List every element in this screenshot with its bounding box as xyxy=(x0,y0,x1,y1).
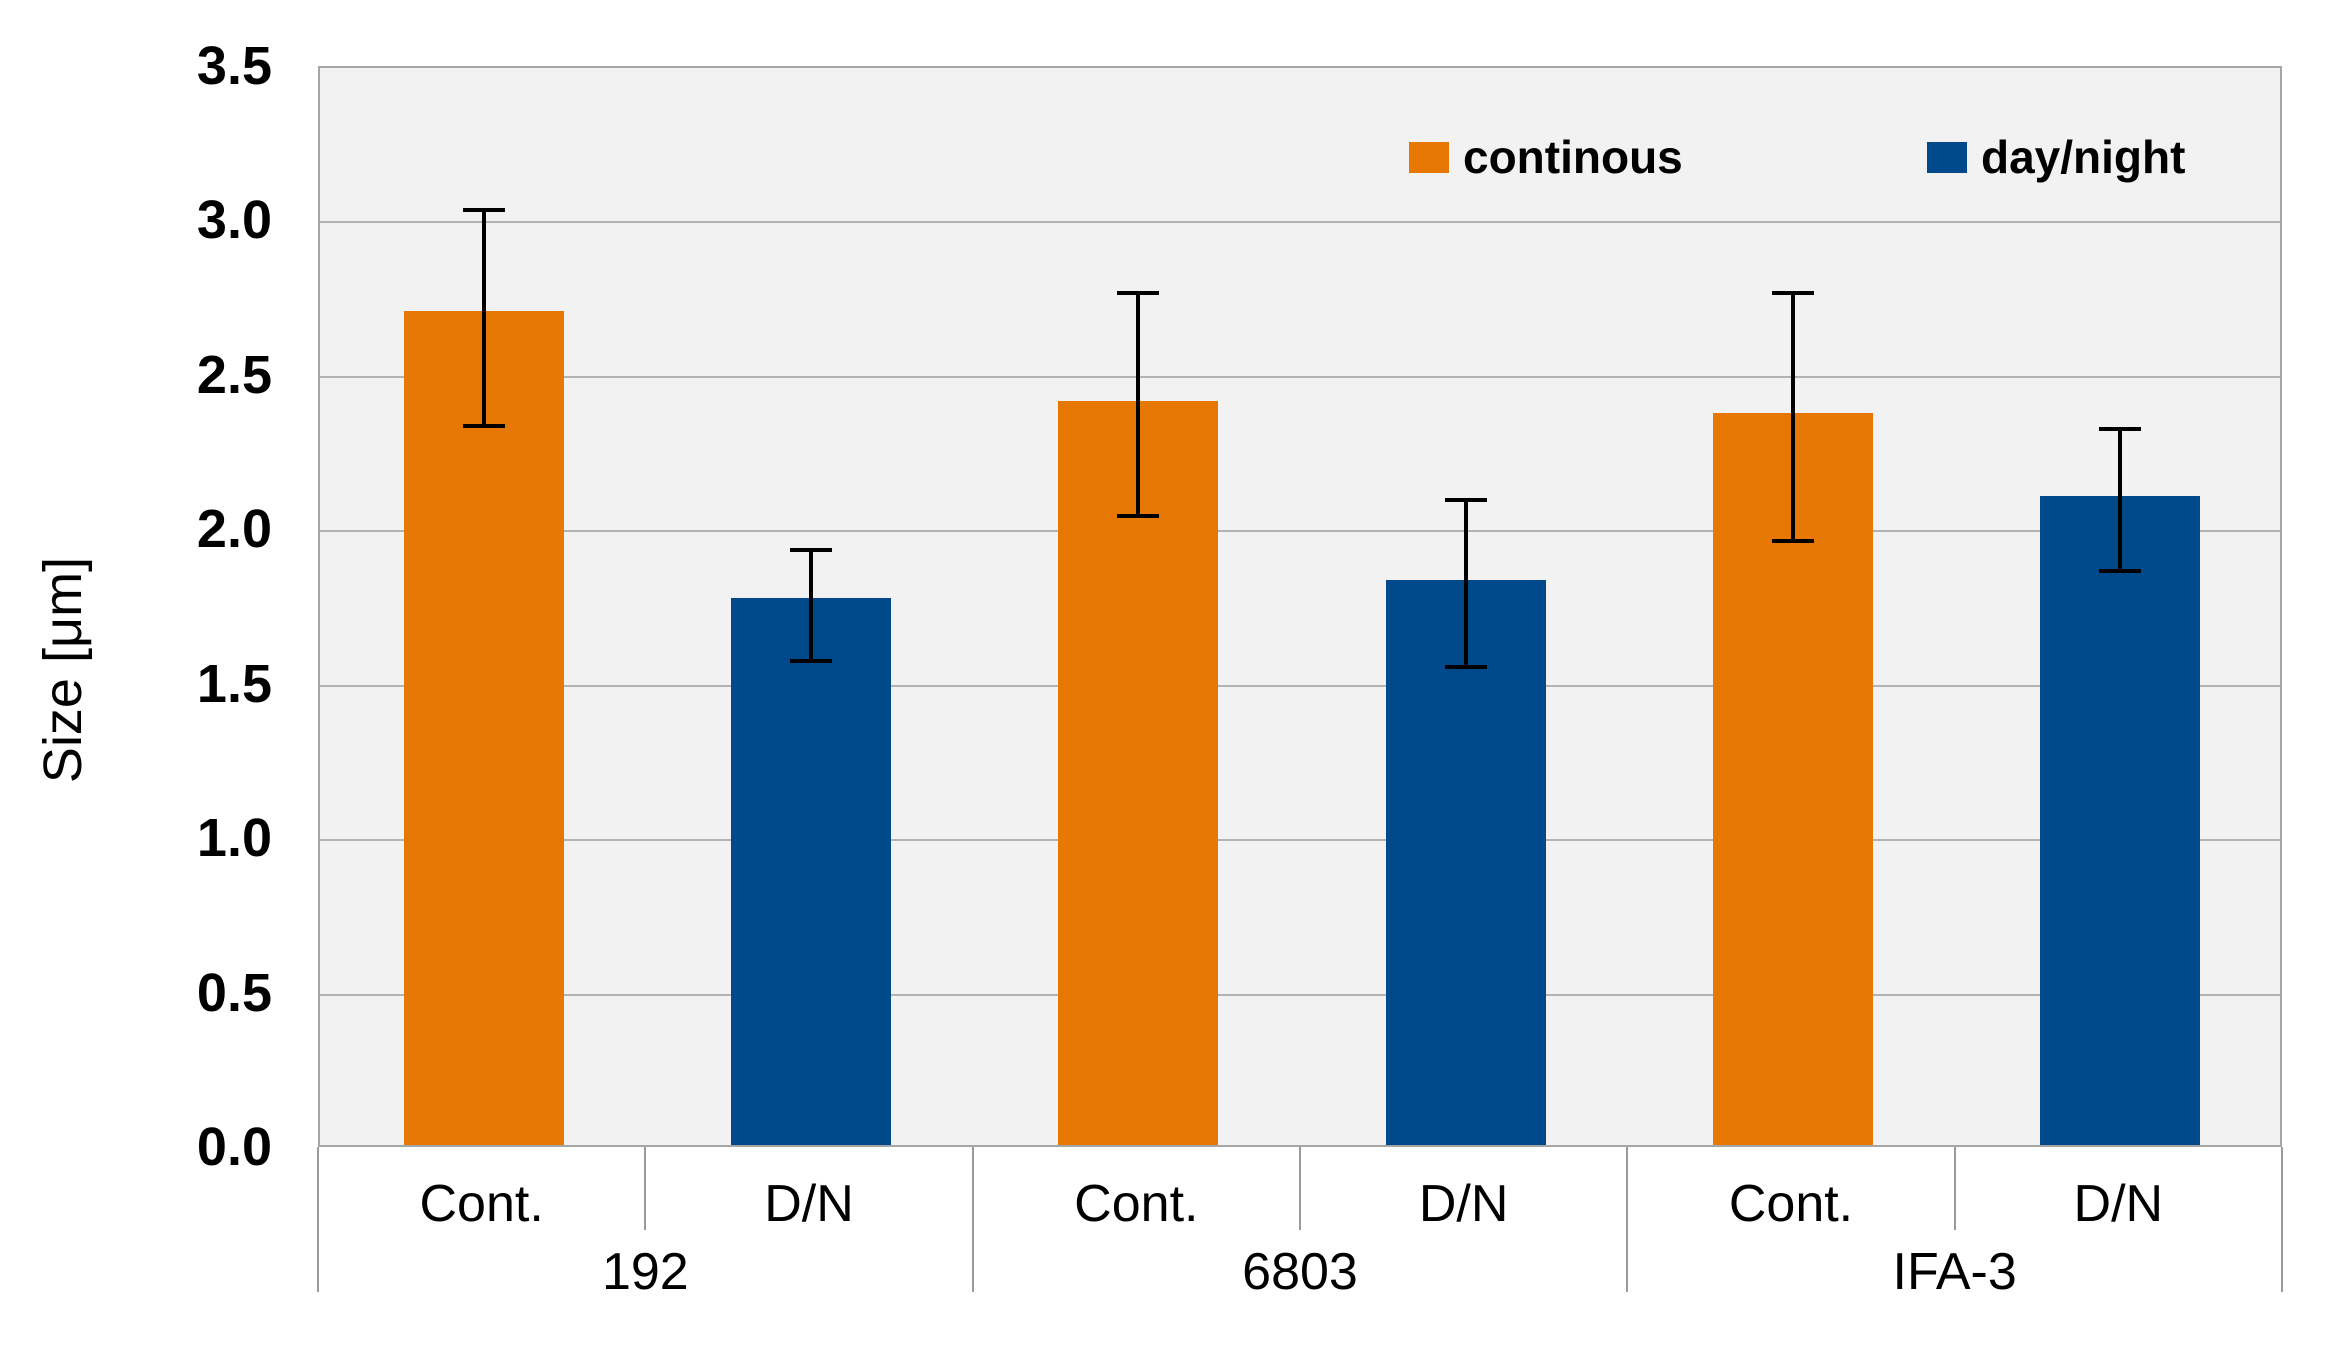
error-cap-top-6803-dn xyxy=(1444,498,1487,503)
error-cap-bottom-6803-cont xyxy=(1117,513,1160,518)
legend-swatch-day-night-icon xyxy=(1927,142,1967,173)
x-axis-tick xyxy=(1953,1147,1956,1230)
error-cap-top-IFA-3-cont xyxy=(1772,291,1814,296)
error-cap-bottom-192-cont xyxy=(462,424,505,429)
x-axis-tick xyxy=(1299,1147,1301,1230)
x-group-label-192: 192 xyxy=(601,1243,689,1301)
y-tick-label-2.0: 2.0 xyxy=(196,499,272,560)
plot-area xyxy=(318,66,2282,1147)
y-tick-label-1.5: 1.5 xyxy=(196,653,272,714)
legend-swatch-continous-icon xyxy=(1409,142,1449,173)
x-sub-label-IFA-3-cont: Cont. xyxy=(1728,1175,1854,1233)
bar-6803-dn xyxy=(1385,579,1546,1145)
gridline-y-0.5 xyxy=(320,993,2280,996)
gridline-y-1.5 xyxy=(320,684,2280,687)
error-cap-top-192-dn xyxy=(790,547,832,552)
x-sub-label-6803-cont: Cont. xyxy=(1074,1175,1199,1233)
legend-label-continous: continous xyxy=(1463,131,1683,183)
error-stem-IFA-3-dn xyxy=(2118,429,2123,572)
error-stem-192-dn xyxy=(809,549,813,661)
error-cap-bottom-IFA-3-cont xyxy=(1772,538,1814,543)
gridline-y-2.0 xyxy=(320,530,2280,533)
x-sub-label-IFA-3-dn: D/N xyxy=(2073,1175,2164,1233)
x-sub-label-6803-dn: D/N xyxy=(1418,1175,1509,1233)
error-cap-top-6803-cont xyxy=(1117,291,1160,296)
x-sub-label-192-dn: D/N xyxy=(764,1175,854,1233)
bar-192-cont xyxy=(403,311,564,1145)
gridline-y-1.0 xyxy=(320,839,2280,842)
x-group-label-6803: 6803 xyxy=(1242,1243,1358,1301)
x-axis-group-divider xyxy=(971,1147,974,1292)
bar-192-dn xyxy=(731,598,891,1145)
y-tick-label-3.5: 3.5 xyxy=(196,36,272,96)
x-sub-label-192-cont: Cont. xyxy=(419,1175,544,1233)
error-cap-top-192-cont xyxy=(462,208,505,213)
gridline-y-3.0 xyxy=(320,221,2280,224)
x-axis-group-divider xyxy=(2281,1147,2283,1292)
y-tick-label-1.0: 1.0 xyxy=(196,808,272,869)
error-stem-6803-cont xyxy=(1136,293,1141,516)
error-stem-6803-dn xyxy=(1463,500,1468,668)
error-cap-top-IFA-3-dn xyxy=(2099,427,2142,432)
error-cap-bottom-6803-dn xyxy=(1444,665,1487,670)
error-cap-bottom-IFA-3-dn xyxy=(2099,569,2142,574)
gridline-y-2.5 xyxy=(320,375,2280,378)
y-tick-label-2.5: 2.5 xyxy=(196,344,272,405)
x-axis-tick xyxy=(644,1147,647,1230)
error-stem-192-cont xyxy=(481,210,486,427)
y-tick-label-0.5: 0.5 xyxy=(196,962,272,1023)
y-tick-label-0.0: 0.0 xyxy=(196,1117,272,1177)
bar-IFA-3-dn xyxy=(2040,496,2201,1145)
legend-item-day-night: day/night xyxy=(1927,131,2186,183)
error-cap-bottom-192-dn xyxy=(790,659,832,663)
legend-label-day-night: day/night xyxy=(1981,131,2186,183)
x-axis-group-divider xyxy=(317,1147,319,1292)
x-axis-group-divider xyxy=(1626,1147,1629,1292)
bar-6803-cont xyxy=(1058,400,1219,1145)
x-group-label-IFA-3: IFA-3 xyxy=(1892,1243,2017,1301)
y-tick-label-3.0: 3.0 xyxy=(196,190,272,251)
error-stem-IFA-3-cont xyxy=(1791,293,1795,541)
legend-item-continous: continous xyxy=(1409,131,1683,183)
